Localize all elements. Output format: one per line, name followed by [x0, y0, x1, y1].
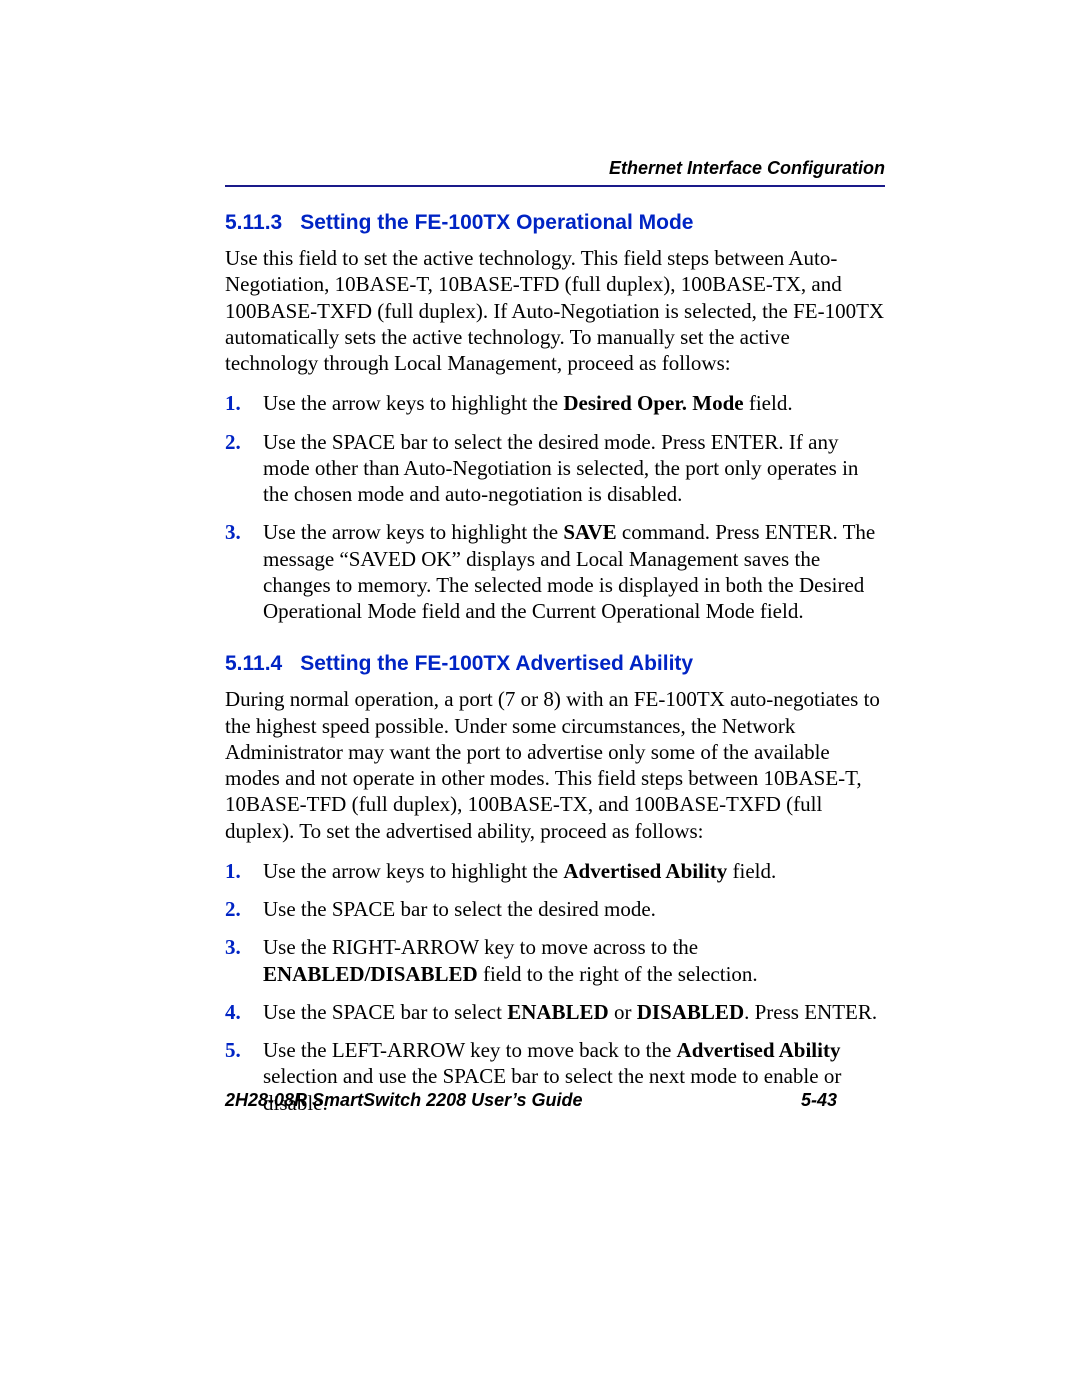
step-number: 2. [225, 429, 241, 455]
section-title: Setting the FE-100TX Operational Mode [300, 211, 693, 234]
step-number: 1. [225, 390, 241, 416]
running-header: Ethernet Interface Configuration [225, 158, 885, 185]
bold-term: ENABLED [507, 1000, 609, 1024]
step-text: Use the arrow keys to highlight the [263, 391, 563, 415]
step-text: field. [727, 859, 776, 883]
section-heading-5-11-3: 5.11.3 Setting the FE-100TX Operational M… [225, 211, 885, 235]
footer-guide-title: 2H28-08R SmartSwitch 2208 User’s Guide [225, 1090, 583, 1110]
step-text: Use the RIGHT-ARROW key to move across t… [263, 935, 698, 959]
step-text: . Press ENTER. [744, 1000, 877, 1024]
section-title: Setting the FE-100TX Advertised Ability [300, 652, 693, 675]
header-rule [225, 185, 885, 187]
step-number: 2. [225, 896, 241, 922]
list-item: 2. Use the SPACE bar to select the desir… [225, 896, 885, 922]
list-item: 2. Use the SPACE bar to select the desir… [225, 429, 885, 508]
steps-list-2: 1. Use the arrow keys to highlight the A… [225, 858, 885, 1116]
step-text: Use the SPACE bar to select [263, 1000, 507, 1024]
step-number: 4. [225, 999, 241, 1025]
step-number: 3. [225, 519, 241, 545]
bold-term: ENABLED/DISABLED [263, 962, 478, 986]
page-content: Ethernet Interface Configuration 5.11.3 S… [225, 158, 885, 1144]
section-number: 5.11.4 [225, 652, 282, 675]
steps-list-1: 1. Use the arrow keys to highlight the D… [225, 390, 885, 624]
step-text: Use the arrow keys to highlight the [263, 859, 563, 883]
step-text: Use the SPACE bar to select the desired … [263, 897, 656, 921]
bold-term: Advertised Ability [677, 1038, 841, 1062]
step-number: 3. [225, 934, 241, 960]
section-intro-paragraph: During normal operation, a port (7 or 8)… [225, 686, 885, 844]
list-item: 3. Use the RIGHT-ARROW key to move acros… [225, 934, 885, 987]
list-item: 1. Use the arrow keys to highlight the A… [225, 858, 885, 884]
step-text: Use the arrow keys to highlight the [263, 520, 563, 544]
section-intro-paragraph: Use this field to set the active technol… [225, 245, 885, 376]
step-number: 1. [225, 858, 241, 884]
step-text: Use the SPACE bar to select the desired … [263, 430, 858, 507]
step-number: 5. [225, 1037, 241, 1063]
step-text: or [609, 1000, 637, 1024]
section-number: 5.11.3 [225, 211, 282, 234]
list-item: 3. Use the arrow keys to highlight the S… [225, 519, 885, 624]
list-item: 4. Use the SPACE bar to select ENABLED o… [225, 999, 885, 1025]
page-footer: 2H28-08R SmartSwitch 2208 User’s Guide 5… [225, 1090, 885, 1111]
bold-term: Advertised Ability [563, 859, 727, 883]
bold-term: DISABLED [637, 1000, 744, 1024]
list-item: 1. Use the arrow keys to highlight the D… [225, 390, 885, 416]
section-heading-5-11-4: 5.11.4 Setting the FE-100TX Advertised Ab… [225, 652, 885, 676]
bold-term: Desired Oper. Mode [563, 391, 743, 415]
bold-term: SAVE [563, 520, 616, 544]
step-text: field. [744, 391, 793, 415]
step-text: field to the right of the selection. [478, 962, 758, 986]
footer-page-number: 5-43 [801, 1090, 837, 1111]
step-text: Use the LEFT-ARROW key to move back to t… [263, 1038, 677, 1062]
